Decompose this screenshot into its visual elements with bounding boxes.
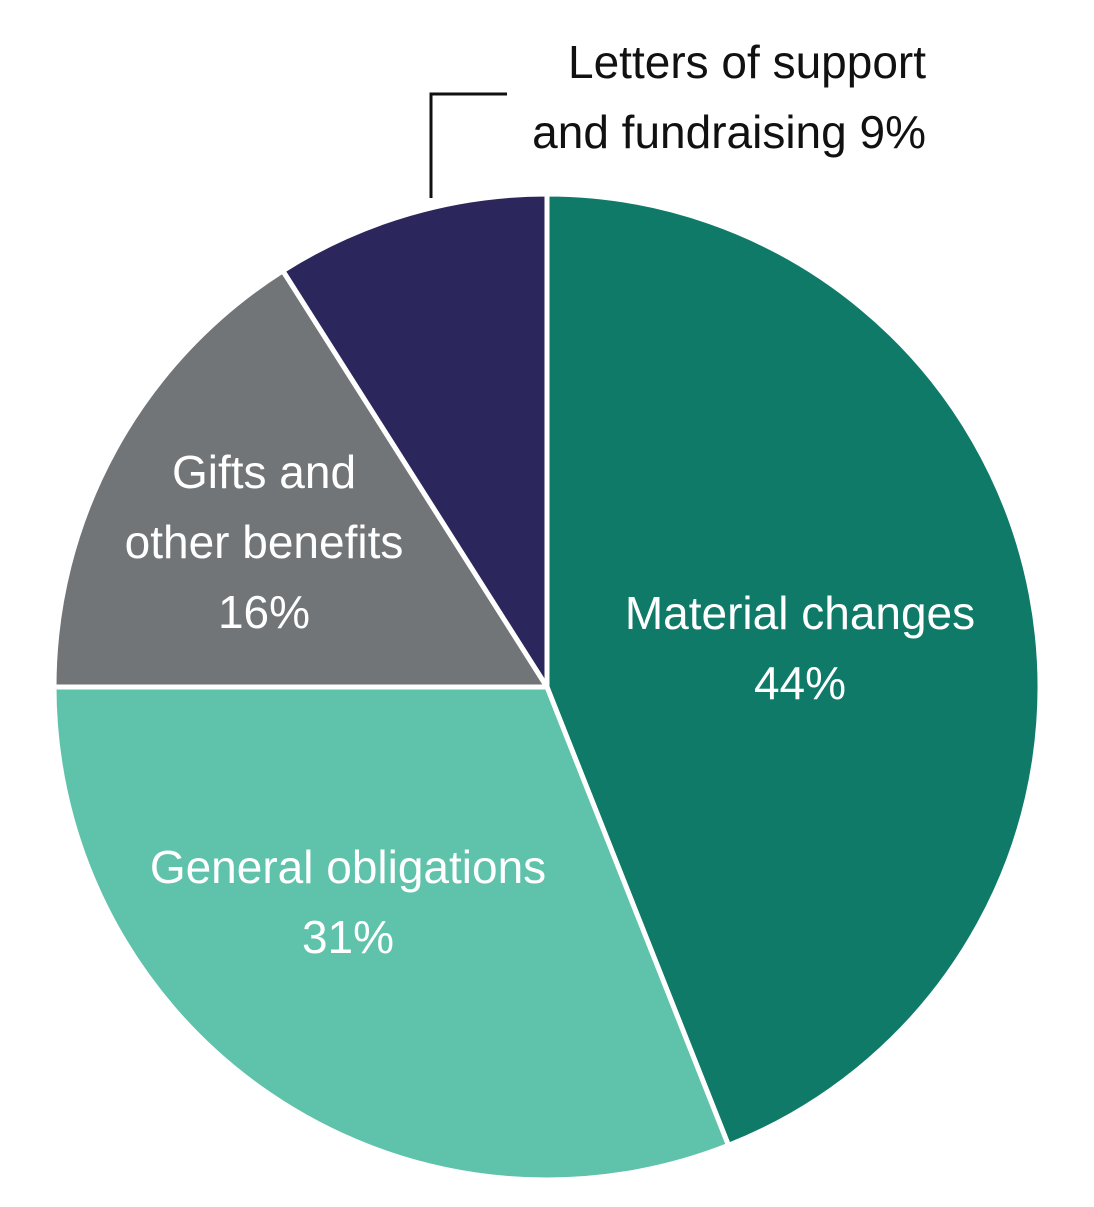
label-text: Letters of support — [568, 36, 926, 88]
label-letters: Letters of support and fundraising 9% — [440, 27, 926, 167]
label-value: 16% — [217, 586, 311, 638]
slice-gifts-and-other-benefits — [51, 268, 550, 690]
label-text: other benefits — [124, 516, 404, 568]
label-value: 31% — [301, 911, 395, 963]
label-value: 44% — [753, 657, 847, 709]
slice-material-changes — [544, 191, 1043, 1148]
slice-letters-of-support-and-fundraising — [280, 191, 550, 690]
letters-leader-line — [429, 92, 507, 198]
label-gifts: Gifts and other benefits 16% — [125, 437, 404, 647]
label-text: Gifts and — [171, 446, 357, 498]
label-material-changes: Material changes 44% — [625, 578, 975, 718]
slice-general-obligations — [51, 684, 731, 1183]
label-general-obligations: General obligations 31% — [150, 832, 546, 972]
label-text: General obligations — [149, 841, 547, 893]
label-value: and fundraising 9% — [532, 106, 926, 158]
label-text: Material changes — [624, 587, 976, 639]
